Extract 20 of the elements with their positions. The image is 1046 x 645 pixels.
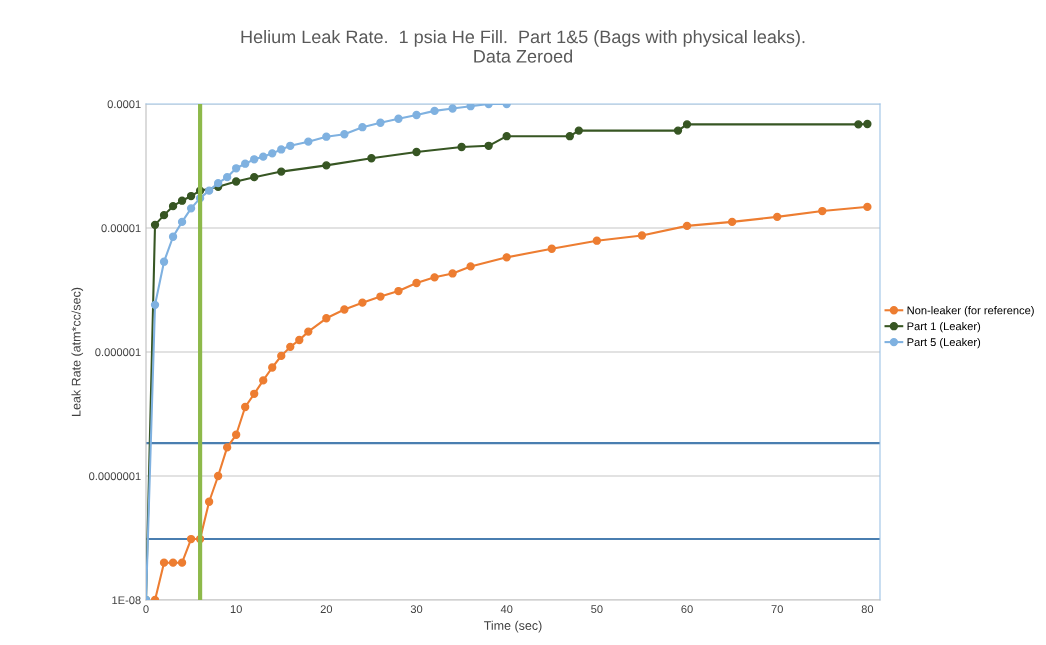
x-axis-title: Time (sec) — [484, 620, 542, 633]
y-tick-label: 1E-08 — [112, 596, 141, 605]
y-tick-label: 0.0000001 — [89, 472, 141, 481]
y-tick-label: 0.000001 — [95, 348, 141, 357]
x-tick-label: 0 — [143, 605, 149, 614]
x-tick-label: 70 — [771, 605, 783, 614]
y-tick-label: 0.00001 — [101, 224, 141, 233]
legend-label: Part 5 (Leaker) — [907, 337, 981, 349]
x-tick-label: 50 — [591, 605, 603, 614]
y-axis-title: Leak Rate (atm*cc/sec) — [71, 287, 84, 416]
y-tick-label: 0.0001 — [107, 100, 141, 109]
x-tick-label: 20 — [320, 605, 333, 614]
x-tick-label: 80 — [861, 605, 874, 614]
legend-label: Part 1 (Leaker) — [907, 322, 981, 333]
legend-label: Non-leaker (for reference) — [907, 306, 1034, 317]
x-tick-label: 60 — [681, 605, 693, 614]
x-tick-label: 40 — [500, 605, 513, 614]
x-tick-label: 10 — [230, 605, 242, 614]
x-tick-label: 30 — [410, 605, 423, 614]
chart-title: Helium Leak Rate. 1 psia He Fill. Part 1&5 (Bags with physical leaks). Data Zeroed — [241, 30, 805, 63]
